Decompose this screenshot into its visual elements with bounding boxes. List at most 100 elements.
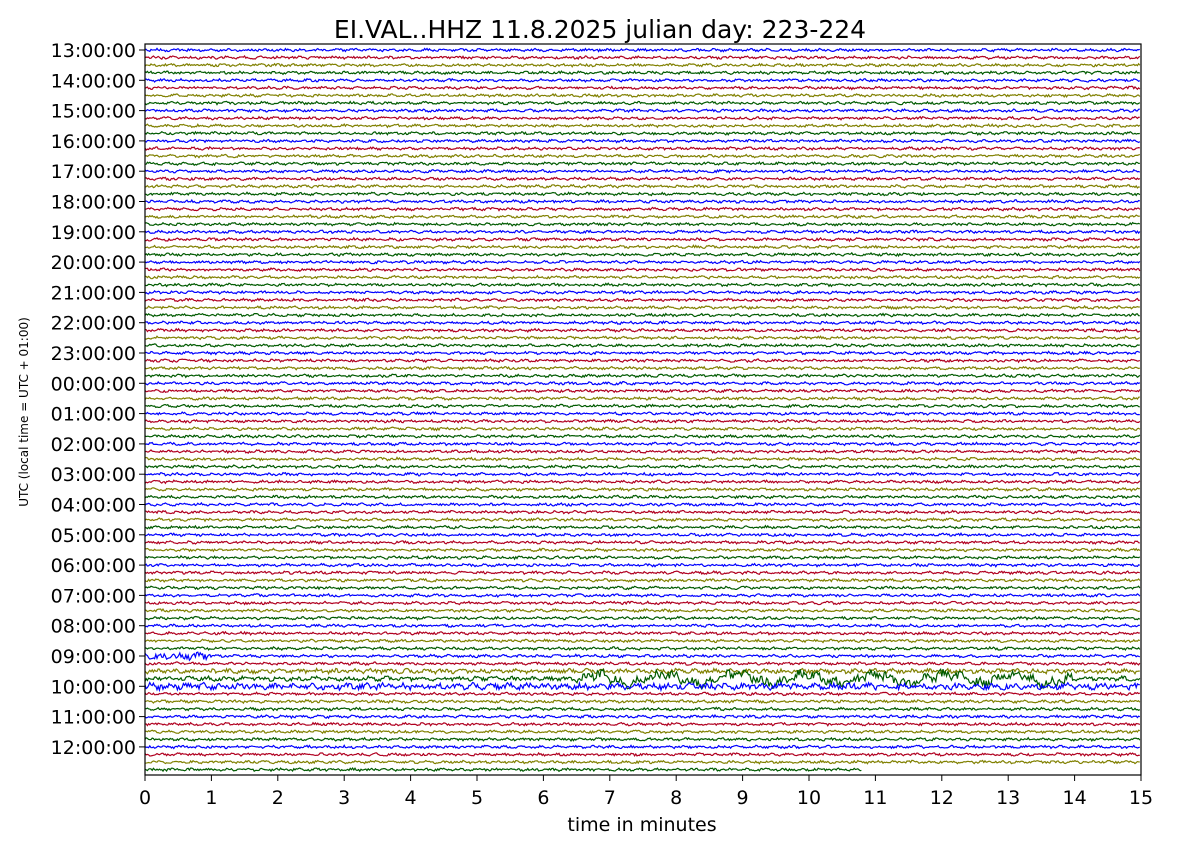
y-tick-label: 17:00:00 <box>51 161 136 183</box>
seismogram-trace <box>144 289 1140 296</box>
seismogram-trace <box>144 312 1140 318</box>
y-tick-label: 05:00:00 <box>51 525 136 547</box>
y-tick-label: 23:00:00 <box>51 343 136 365</box>
seismogram-trace <box>144 335 1141 341</box>
seismogram-trace <box>144 501 1141 507</box>
seismogram-trace <box>144 266 1141 273</box>
seismogram-trace <box>144 168 1141 174</box>
seismogram-trace <box>144 342 1140 348</box>
seismogram-trace <box>144 426 1141 432</box>
seismogram-trace <box>144 494 1141 500</box>
y-tick-group: 13:00:00 14:00:00 15:00:00 16:00:00 17:00:00… <box>51 40 145 759</box>
x-axis-label: time in minutes <box>567 814 716 836</box>
seismogram-trace <box>144 706 1141 712</box>
seismogram-trace <box>144 403 1141 409</box>
seismogram-trace <box>144 463 1141 470</box>
seismogram-trace <box>144 115 1140 121</box>
y-tick-label: 01:00:00 <box>51 404 136 426</box>
seismogram-trace <box>144 532 1140 538</box>
seismogram-trace <box>144 517 1141 523</box>
seismogram-trace <box>144 698 1141 705</box>
seismogram-trace <box>144 448 1141 455</box>
y-tick-label: 20:00:00 <box>51 252 136 274</box>
seismogram-trace <box>144 418 1141 424</box>
seismogram-trace <box>144 320 1141 326</box>
seismogram-trace <box>144 638 1141 644</box>
seismogram-trace <box>144 661 1141 667</box>
seismogram-trace <box>144 744 1140 750</box>
seismogram-trace <box>144 570 1140 576</box>
y-tick-label: 13:00:00 <box>51 40 136 62</box>
y-axis-label: UTC (local time = UTC + 01:00) <box>17 317 31 507</box>
seismogram-trace <box>144 92 1141 99</box>
seismogram-trace <box>144 282 1141 288</box>
y-tick-label: 00:00:00 <box>51 373 136 395</box>
seismogram-trace <box>144 395 1140 402</box>
x-tick-label: 13 <box>996 787 1020 809</box>
seismogram-trace <box>144 630 1140 636</box>
seismogram-trace <box>144 410 1140 417</box>
seismogram-trace <box>144 729 1141 735</box>
seismogram-trace <box>144 183 1140 190</box>
plot-frame <box>144 43 1142 776</box>
seismogram-trace <box>144 600 1140 606</box>
seismogram-trace <box>144 433 1141 439</box>
seismogram-trace <box>144 623 1140 629</box>
seismogram-trace <box>144 479 1141 485</box>
y-tick-label: 07:00:00 <box>51 585 136 607</box>
y-tick-label: 14:00:00 <box>51 70 136 92</box>
seismogram-trace <box>144 736 1141 742</box>
chart-title: EI.VAL..HHZ 11.8.2025 julian day: 223-22… <box>334 15 866 44</box>
seismogram-trace <box>144 592 1141 599</box>
y-tick-label: 08:00:00 <box>51 616 136 638</box>
x-tick-label: 6 <box>537 787 549 809</box>
x-tick-label: 3 <box>338 787 350 809</box>
x-tick-label: 15 <box>1129 787 1153 809</box>
seismogram-trace <box>144 244 1140 250</box>
x-tick-label: 0 <box>139 787 151 809</box>
y-tick-label: 21:00:00 <box>51 282 136 304</box>
seismogram-trace <box>144 713 1141 720</box>
seismogram-trace <box>144 615 1141 621</box>
seismogram-trace <box>144 456 1141 462</box>
y-tick-label: 22:00:00 <box>51 313 136 335</box>
seismogram-trace <box>144 380 1141 387</box>
seismogram-trace <box>144 274 1141 280</box>
seismogram-trace <box>144 441 1140 447</box>
seismogram-trace <box>144 259 1141 265</box>
y-tick-label: 10:00:00 <box>51 676 136 698</box>
seismogram-trace <box>144 509 1141 515</box>
y-tick-label: 16:00:00 <box>51 131 136 153</box>
seismogram-trace <box>144 108 1140 114</box>
x-tick-label: 2 <box>272 787 284 809</box>
seismogram-trace <box>144 138 1141 144</box>
seismogram-trace <box>144 539 1140 545</box>
seismogram-trace <box>144 130 1140 137</box>
seismogram-trace <box>144 100 1141 106</box>
seismogram-trace <box>144 350 1141 356</box>
seismogram-trace <box>144 77 1141 83</box>
seismogram-trace <box>144 607 1141 614</box>
seismogram-trace <box>144 191 1141 197</box>
y-tick-label: 15:00:00 <box>51 101 136 123</box>
x-tick-label: 9 <box>737 787 749 809</box>
seismogram-trace <box>144 62 1141 68</box>
seismogram-trace <box>144 122 1141 129</box>
seismogram-trace <box>144 70 1140 76</box>
y-tick-label: 06:00:00 <box>51 555 136 577</box>
seismogram-trace <box>144 680 1140 693</box>
y-tick-label: 09:00:00 <box>51 646 136 668</box>
seismogram-trace <box>144 651 1141 662</box>
seismogram-trace <box>144 668 1141 691</box>
seismogram-trace <box>144 304 1140 311</box>
seismogram-trace <box>144 160 1140 167</box>
seismogram-trace <box>144 486 1140 492</box>
x-tick-label: 10 <box>797 787 821 809</box>
seismogram-trace <box>144 471 1140 477</box>
trace-group <box>144 47 1141 773</box>
seismogram-trace <box>144 388 1141 394</box>
seismogram-trace <box>144 297 1140 303</box>
seismogram-trace <box>144 554 1141 561</box>
seismogram-trace <box>144 85 1141 91</box>
